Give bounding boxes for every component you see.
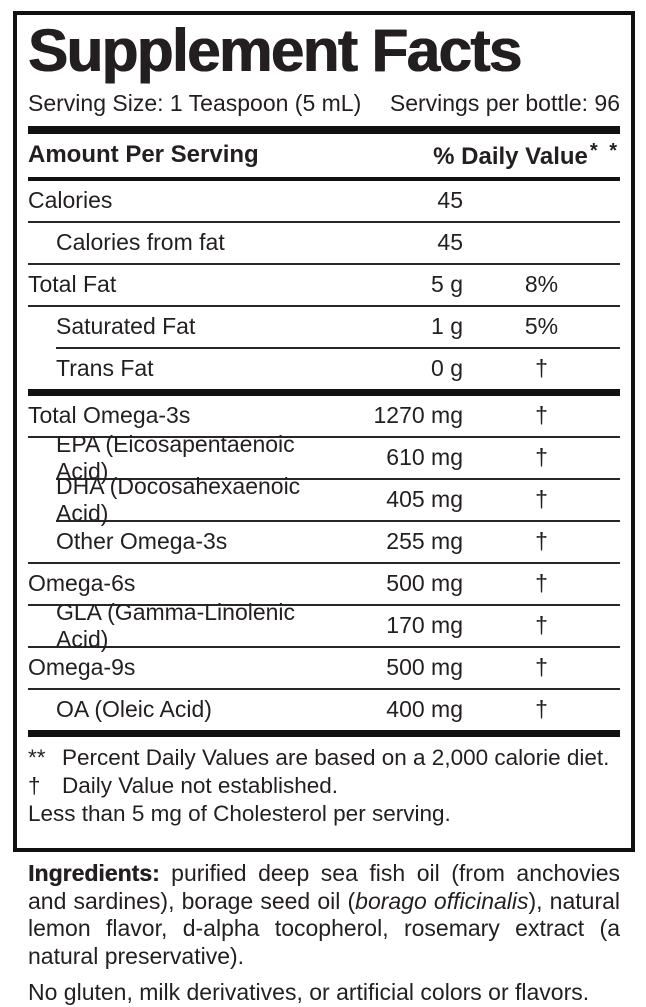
cholesterol-footnote-text: Less than 5 mg of Cholesterol per servin… [28, 800, 451, 826]
nutrient-daily-value: † [535, 696, 548, 723]
ingredients-latin-name: borago officinalis [355, 887, 529, 914]
nutrient-name: Saturated Fat [56, 313, 196, 340]
nutrient-amount: 0 g [431, 355, 463, 382]
nutrient-name: Omega-9s [28, 654, 136, 681]
nutrient-name: Calories [28, 187, 113, 214]
nutrient-daily-value: † [535, 444, 548, 471]
nutrient-name: Omega-6s [28, 570, 136, 597]
medium-divider [28, 176, 620, 181]
dagger-footnote-text: Daily Value not established. [62, 772, 338, 798]
table-row: Total Fat 5 g 8% [28, 265, 620, 305]
table-row: GLA (Gamma-Linolenic Acid) 170 mg † [28, 599, 620, 652]
nutrient-amount: 405 mg [386, 486, 463, 513]
row-divider [28, 645, 620, 648]
panel-title: Supplement Facts [28, 17, 522, 84]
row-divider [28, 687, 620, 690]
row-divider [28, 435, 620, 438]
nutrient-name: Total Omega-3s [28, 402, 191, 429]
nutrient-amount: 500 mg [386, 570, 463, 597]
daily-value-footnote: ** Percent Daily Values are based on a 2… [28, 744, 620, 772]
nutrient-amount: 500 mg [386, 654, 463, 681]
table-row: EPA (Eicosapentaenoic Acid) 610 mg † [28, 431, 620, 484]
row-divider [28, 262, 620, 265]
ingredients-paragraph: Ingredients: purified deep sea fish oil … [28, 860, 620, 970]
nutrient-daily-value: 5% [524, 313, 559, 340]
servings-per-bottle-text: Servings per bottle: 96 [389, 89, 620, 116]
table-row: Omega-9s 500 mg † [28, 648, 620, 688]
nutrient-amount: 400 mg [386, 696, 463, 723]
allergen-note: No gluten, milk derivatives, or artifici… [28, 979, 590, 1005]
serving-info-row: Serving Size: 1 Teaspoon (5 mL) Servings… [28, 90, 620, 117]
nutrient-amount: 45 [437, 187, 463, 214]
nutrient-daily-value: † [535, 486, 548, 513]
nutrient-daily-value: † [535, 570, 548, 597]
thick-divider [28, 729, 620, 737]
row-divider [28, 561, 620, 564]
nutrient-daily-value: 8% [524, 271, 559, 298]
ingredients-label: Ingredients: [28, 860, 160, 886]
below-panel-text: Ingredients: purified deep sea fish oil … [28, 860, 620, 1007]
row-divider [56, 346, 620, 349]
dagger-footnote: † Daily Value not established. [28, 772, 620, 800]
table-row: Calories 45 [28, 181, 620, 221]
table-row: Omega-6s 500 mg † [28, 564, 620, 604]
nutrient-amount: 5 g [431, 271, 463, 298]
nutrient-name: Other Omega-3s [56, 528, 228, 555]
serving-size-text: Serving Size: 1 Teaspoon (5 mL) [28, 89, 362, 116]
amount-per-serving-header: Amount Per Serving [28, 141, 259, 169]
nutrient-daily-value: † [535, 654, 548, 681]
nutrient-name: DHA (Docosahexaenoic Acid) [56, 472, 301, 526]
nutrient-name: OA (Oleic Acid) [56, 696, 212, 723]
nutrient-amount: 1 g [431, 313, 463, 340]
nutrient-name: Trans Fat [56, 355, 154, 382]
table-row: Other Omega-3s 255 mg † [28, 522, 620, 562]
nutrient-amount: 170 mg [386, 612, 463, 639]
table-row: DHA (Docosahexaenoic Acid) 405 mg † [28, 473, 620, 526]
row-divider [56, 519, 620, 522]
nutrient-amount: 610 mg [386, 444, 463, 471]
daily-value-footnote-text: Percent Daily Values are based on a 2,00… [62, 744, 610, 770]
thick-divider [28, 388, 620, 396]
nutrient-daily-value: † [535, 528, 548, 555]
table-row: Calories from fat 45 [28, 223, 620, 263]
row-divider [28, 220, 620, 223]
table-row: Saturated Fat 1 g 5% [28, 307, 620, 347]
nutrient-name: GLA (Gamma-Linolenic Acid) [56, 598, 296, 652]
row-divider [28, 603, 620, 606]
table-row: Trans Fat 0 g † [28, 349, 620, 389]
ingredients-text-2: ), natural lemon flavor, d-alpha tocophe… [28, 887, 620, 969]
table-row: OA (Oleic Acid) 400 mg † [28, 690, 620, 730]
nutrient-daily-value: † [535, 612, 548, 639]
nutrient-name: Total Fat [28, 271, 117, 298]
nutrient-amount: 255 mg [386, 528, 463, 555]
row-divider [56, 477, 620, 480]
thick-divider [28, 125, 620, 134]
ingredients-text-1: purified deep sea fish oil (from anchovi… [28, 860, 620, 914]
nutrient-name: Calories from fat [56, 229, 225, 256]
daily-value-asterisks: * * [589, 139, 620, 162]
footnotes: ** Percent Daily Values are based on a 2… [28, 737, 620, 828]
supplement-facts-panel: Supplement Facts Serving Size: 1 Teaspoo… [13, 11, 635, 852]
table-header-row: Amount Per Serving % Daily Value * * [28, 134, 620, 177]
nutrient-amount: 1270 mg [373, 402, 463, 429]
row-divider [28, 304, 620, 307]
nutrient-amount: 45 [437, 229, 463, 256]
double-asterisk-symbol: ** [28, 744, 46, 770]
dagger-symbol: † [28, 772, 41, 798]
daily-value-header: % Daily Value * * [433, 139, 620, 170]
table-row: Total Omega-3s 1270 mg † [28, 396, 620, 436]
nutrient-name: EPA (Eicosapentaenoic Acid) [56, 430, 295, 484]
nutrient-daily-value: † [535, 355, 548, 382]
nutrient-daily-value: † [535, 402, 548, 429]
